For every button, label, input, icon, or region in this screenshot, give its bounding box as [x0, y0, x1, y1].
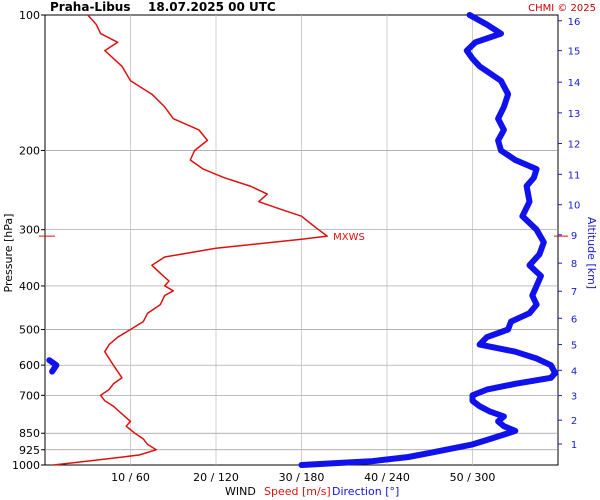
direction-line-segment: [46, 357, 60, 375]
wind-tick-label: 20 / 120: [193, 471, 239, 484]
pressure-tick-label: 600: [19, 359, 40, 372]
altitude-tick-label: 4: [571, 366, 577, 377]
altitude-tick-label: 9: [571, 231, 577, 242]
altitude-tick-label: 10: [568, 201, 581, 212]
pressure-tick-label: 400: [19, 280, 40, 293]
wind-tick-label: 40 / 240: [364, 471, 410, 484]
direction-line: [298, 12, 559, 468]
altitude-tick-label: 16: [568, 17, 581, 28]
pressure-tick-label: 1000: [12, 459, 40, 472]
altitude-tick-label: 6: [571, 314, 577, 325]
altitude-tick-label: 11: [568, 170, 581, 181]
pressure-tick-label: 700: [19, 389, 40, 402]
altitude-tick-label: 8: [571, 259, 577, 270]
wind-tick-label: 10 / 60: [111, 471, 150, 484]
pressure-tick-label: 925: [19, 444, 40, 457]
copyright-text: CHMI © 2025: [528, 3, 596, 14]
speed-line: [53, 14, 328, 466]
altitude-tick-label: 14: [568, 78, 581, 89]
wind-tick-label: 50 / 300: [450, 471, 496, 484]
altitude-tick-label: 12: [568, 140, 581, 151]
pressure-tick-label: 200: [19, 144, 40, 157]
wind-label: WIND: [225, 485, 256, 498]
altitude-tick-label: 1: [571, 440, 577, 451]
speed-legend: Speed [m/s]: [264, 485, 331, 498]
altitude-tick-label: 5: [571, 341, 577, 352]
wind-ticks: 10 / 60 20 / 120 30 / 180 40 / 240 50 / 300: [111, 471, 495, 484]
direction-legend: Direction [°]: [332, 485, 399, 498]
station-title: Praha-Libus: [50, 0, 130, 14]
pressure-tick-stubs: [41, 14, 45, 466]
pressure-axis-label: Pressure [hPa]: [2, 214, 15, 293]
pressure-tick-label: 500: [19, 324, 40, 337]
pressure-tick-label: 100: [19, 9, 40, 22]
altitude-tick-label: 7: [571, 287, 577, 298]
datetime-title: 18.07.2025 00 UTC: [148, 0, 276, 14]
altitude-tick-label: 3: [571, 392, 577, 403]
pressure-ticks: 100 200 300 400 500 600 700 850 925 1000: [12, 9, 40, 472]
altitude-tick-label: 2: [571, 416, 577, 427]
altitude-tick-label: 13: [568, 109, 581, 120]
pressure-tick-label: 850: [19, 427, 40, 440]
mxws-label: MXWS: [333, 232, 365, 243]
altitude-axis-label: Altitude [km]: [585, 217, 598, 289]
gridlines: [45, 15, 558, 465]
altitude-tick-label: 15: [568, 47, 581, 58]
wind-tick-label: 30 / 180: [279, 471, 325, 484]
pressure-tick-label: 300: [19, 224, 40, 237]
